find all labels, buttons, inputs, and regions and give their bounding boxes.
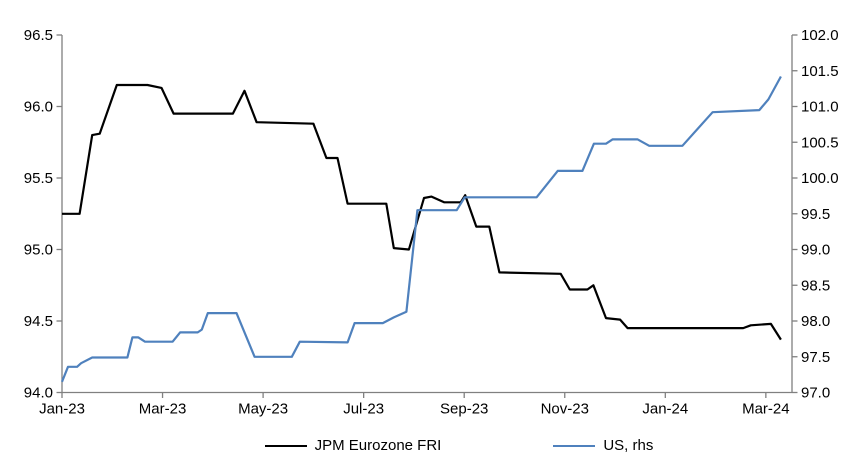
y-right-tick-label: 99.5 [801, 206, 830, 223]
y-right-tick-label: 98.5 [801, 277, 830, 294]
x-tick-label: Jul-23 [343, 401, 384, 418]
legend-line-swatch-black [264, 444, 307, 447]
y-left-tick-label: 95.5 [24, 170, 53, 187]
y-right-tick-label: 101.0 [801, 99, 839, 116]
legend-label-jpm-eurozone-fri: JPM Eurozone FRI [314, 437, 442, 454]
x-tick-label: Sep-23 [440, 401, 488, 418]
x-tick-label: Mar-24 [742, 401, 790, 418]
y-right-tick-label: 97.5 [801, 349, 830, 366]
x-tick-label: Jan-24 [642, 401, 688, 418]
y-right-tick-label: 101.5 [801, 63, 839, 80]
chart-legend: JPM Eurozone FRI US, rhs [0, 437, 852, 454]
legend-label-us-rhs: US, rhs [603, 437, 654, 454]
y-left-tick-label: 95.0 [24, 242, 53, 259]
y-left-tick-label: 94.5 [24, 313, 53, 330]
x-tick-label: Jan-23 [39, 401, 85, 418]
dual-axis-line-chart: 96.5 96.0 95.5 95.0 94.5 94.0 102.0 101.5 101.0 1… [24, 27, 839, 418]
y-left-tick-label: 96.5 [24, 27, 53, 44]
y-right-tick-label: 102.0 [801, 27, 839, 44]
y-right-tick-label: 97.0 [801, 385, 830, 402]
y-right-tick-label: 100.0 [801, 170, 839, 187]
x-tick-label: Nov-23 [541, 401, 589, 418]
legend-item-us-rhs: US, rhs [553, 437, 653, 454]
y-left-tick-label: 94.0 [24, 385, 53, 402]
series-line-us-rhs [60, 75, 782, 383]
x-tick-label: May-23 [238, 401, 288, 418]
legend-line-swatch-blue [553, 444, 596, 447]
legend-item-jpm-eurozone-fri: JPM Eurozone FRI [264, 437, 442, 454]
y-right-tick-label: 99.0 [801, 242, 830, 259]
x-tick-label: Mar-23 [139, 401, 187, 418]
y-left-tick-label: 96.0 [24, 99, 53, 116]
y-right-tick-label: 100.5 [801, 134, 839, 151]
series-line-jpm-eurozone-fri [62, 83, 782, 341]
y-right-tick-label: 98.0 [801, 313, 830, 330]
